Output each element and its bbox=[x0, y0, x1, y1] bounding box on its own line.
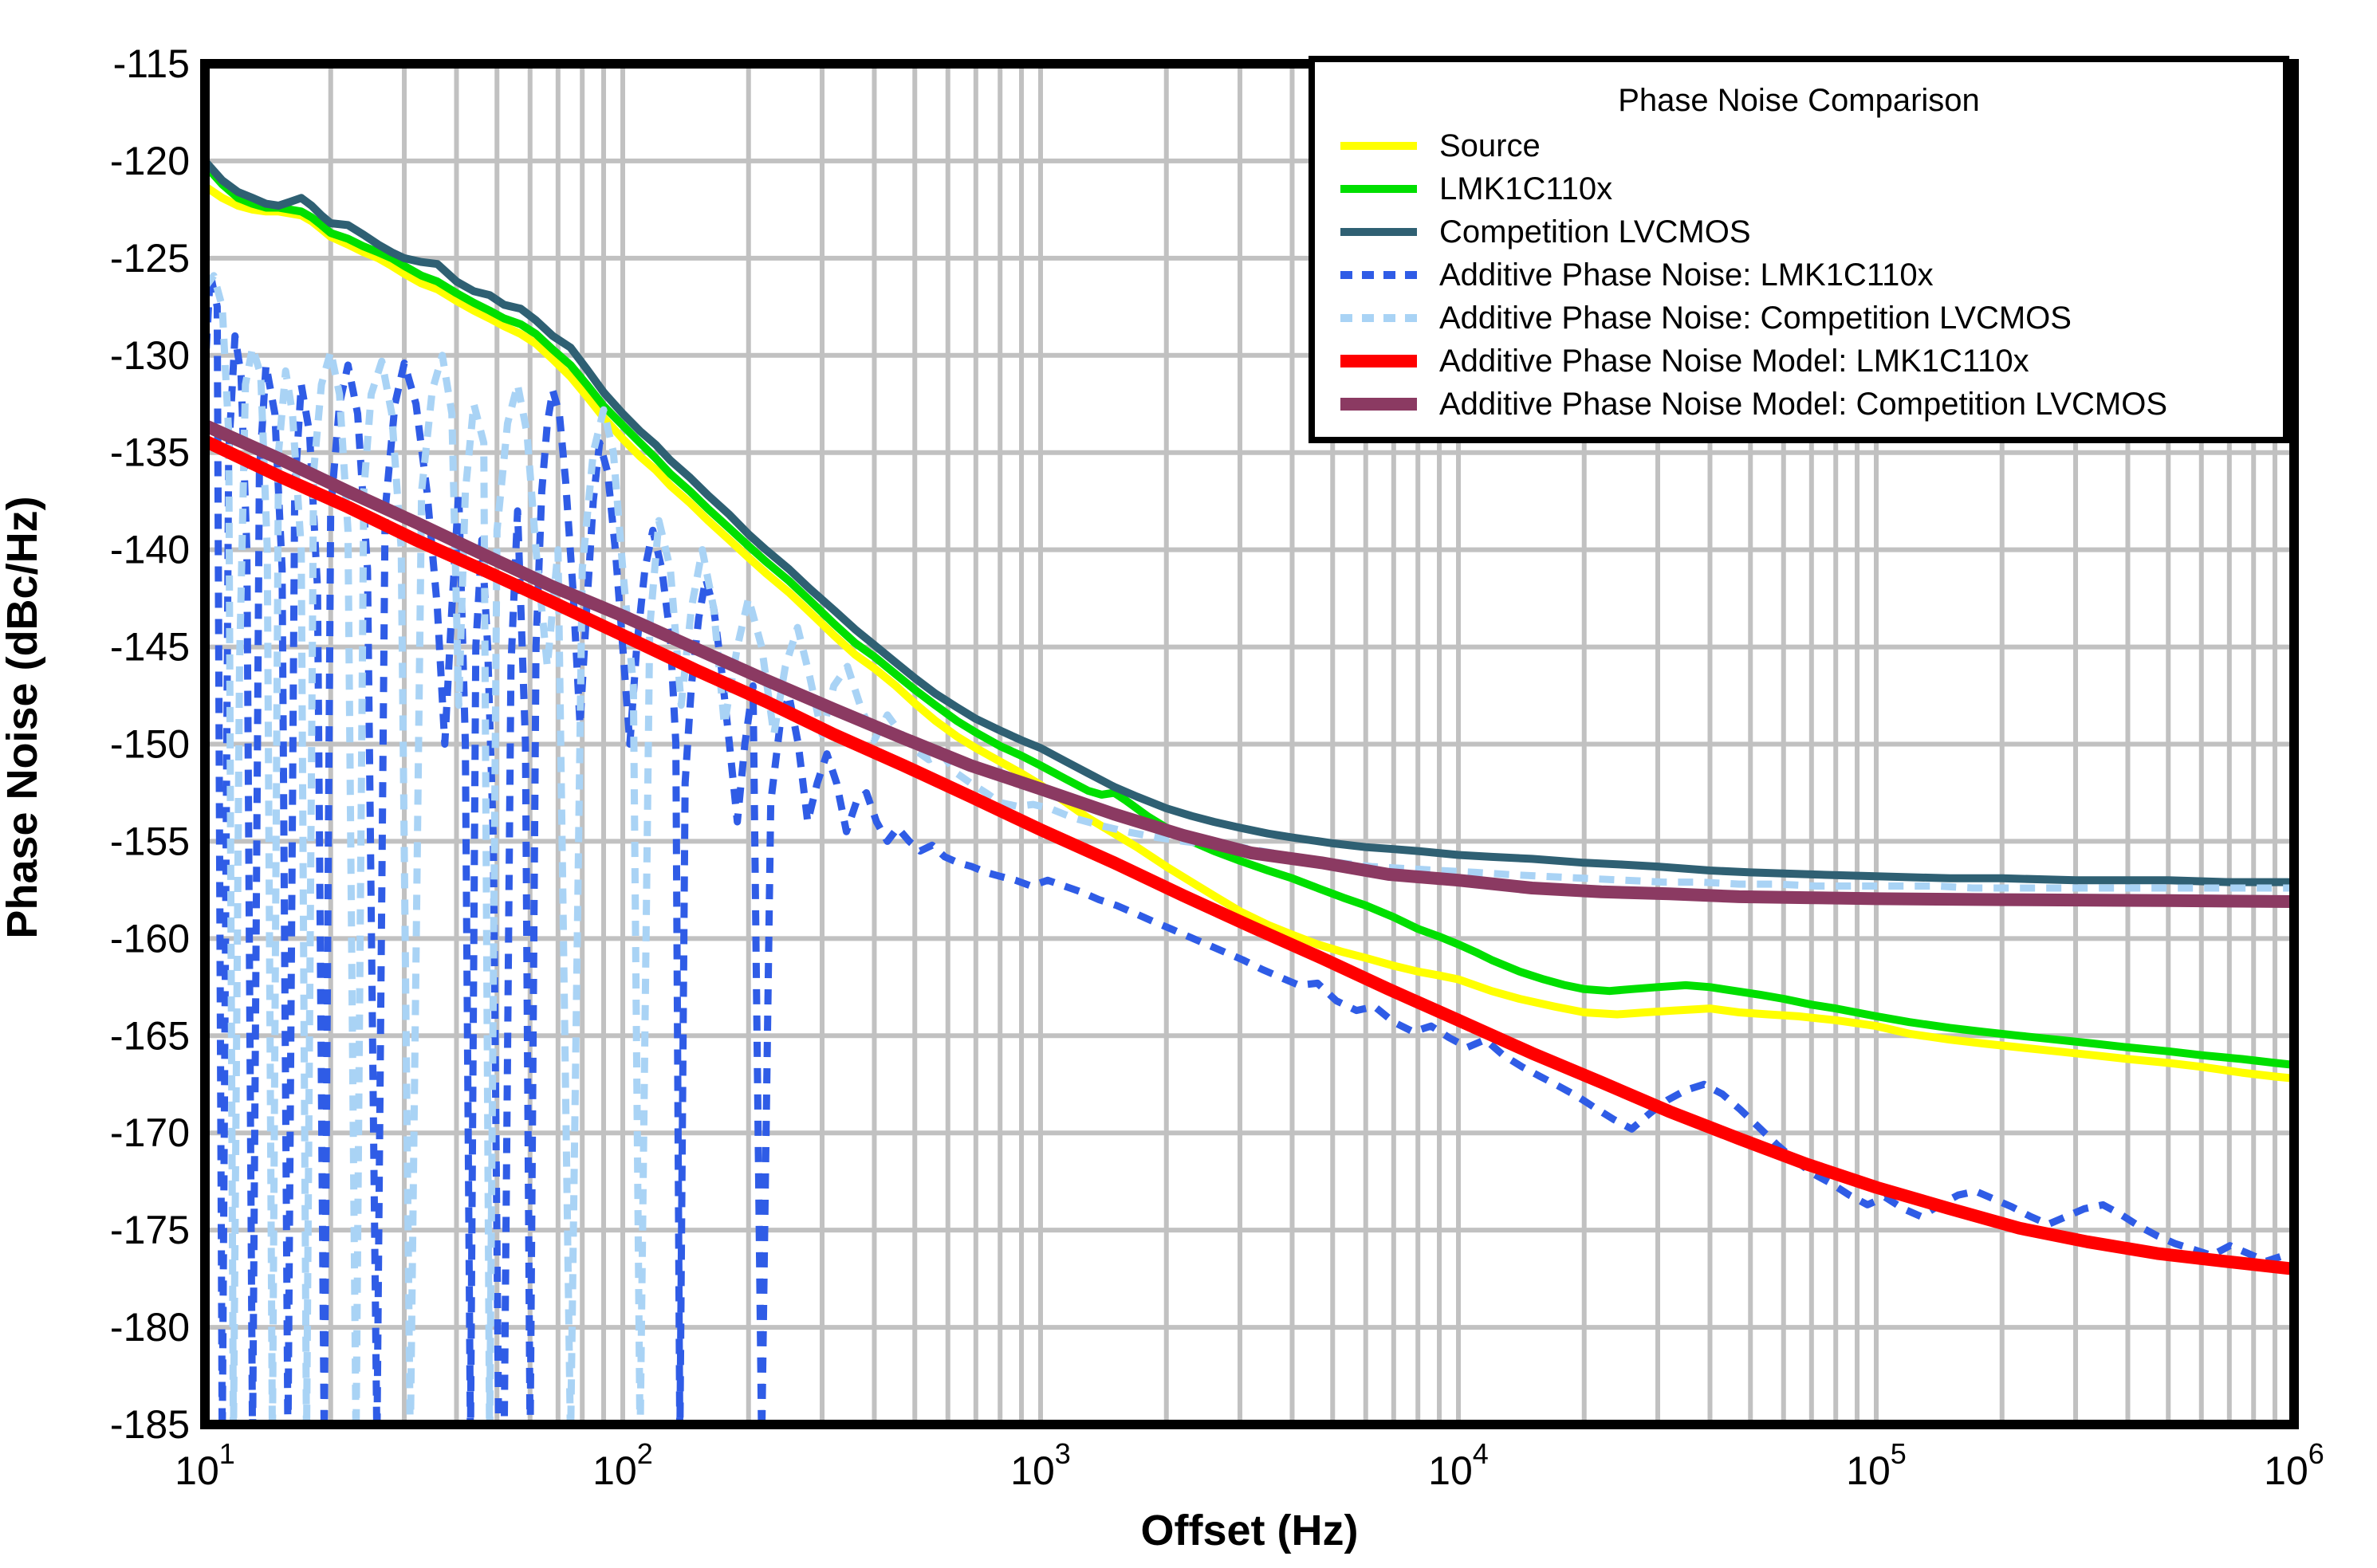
y-tick-label: -160 bbox=[110, 916, 190, 961]
legend-entry-source: Source bbox=[1315, 124, 2283, 167]
legend: Phase Noise Comparison Source LMK1C110x Co… bbox=[1309, 56, 2289, 443]
x-axis-title: Offset (Hz) bbox=[1141, 1507, 1359, 1554]
x-tick-label: 104 bbox=[1428, 1437, 1489, 1493]
y-tick-label: -120 bbox=[110, 139, 190, 183]
legend-entry-comp: Competition LVCMOS bbox=[1315, 210, 2283, 253]
y-tick-label: -185 bbox=[110, 1402, 190, 1447]
legend-entry-label: Competition LVCMOS bbox=[1439, 214, 1751, 250]
y-axis-title: Phase Noise (dBc/Hz) bbox=[0, 496, 46, 938]
legend-swatch-comp-line-icon bbox=[1340, 228, 1417, 236]
plot-frame bbox=[200, 59, 2299, 1429]
legend-entry-label: Source bbox=[1439, 128, 1541, 163]
x-tick-label: 101 bbox=[175, 1437, 235, 1493]
y-tick-label: -170 bbox=[110, 1110, 190, 1155]
legend-entry-model_comp: Additive Phase Noise Model: Competition … bbox=[1315, 383, 2283, 426]
y-tick-label: -165 bbox=[110, 1013, 190, 1058]
series-lmk-line bbox=[205, 162, 2294, 1069]
legend-entries: Source LMK1C110x Competition LVCMOS Additiv… bbox=[1315, 124, 2283, 426]
x-tick-label: 103 bbox=[1010, 1437, 1071, 1493]
series-source-line bbox=[205, 183, 2294, 1083]
legend-title: Phase Noise Comparison bbox=[1618, 83, 1980, 118]
legend-swatch-model_comp-line-icon bbox=[1340, 398, 1417, 411]
y-tick-label: -145 bbox=[110, 625, 190, 670]
legend-entry-label: Additive Phase Noise Model: Competition … bbox=[1439, 386, 2168, 422]
x-tick-label: 105 bbox=[1846, 1437, 1907, 1493]
legend-entry-model_lmk: Additive Phase Noise Model: LMK1C110x bbox=[1315, 340, 2283, 383]
legend-swatch-add_comp-dashed-line-icon bbox=[1340, 314, 1417, 322]
legend-swatch-model_lmk-line-icon bbox=[1340, 355, 1417, 367]
legend-entry-add_lmk: Additive Phase Noise: LMK1C110x bbox=[1315, 253, 2283, 297]
legend-swatch-source-line-icon bbox=[1340, 142, 1417, 150]
y-tick-label: -155 bbox=[110, 819, 190, 863]
legend-entry-label: Additive Phase Noise: Competition LVCMOS bbox=[1439, 300, 2072, 336]
legend-swatch-add_lmk-dashed-line-icon bbox=[1340, 271, 1417, 279]
y-tick-label: -135 bbox=[110, 430, 190, 475]
series-model_comp-line bbox=[205, 419, 2294, 908]
legend-swatch-lmk-line-icon bbox=[1340, 185, 1417, 193]
y-tick-label: -125 bbox=[110, 236, 190, 281]
y-tick-label: -140 bbox=[110, 528, 190, 572]
legend-entry-label: Additive Phase Noise: LMK1C110x bbox=[1439, 257, 1934, 293]
series-model_lmk-line bbox=[205, 434, 2294, 1275]
series-group bbox=[205, 158, 2294, 1425]
y-tick-label: -180 bbox=[110, 1305, 190, 1350]
legend-entry-add_comp: Additive Phase Noise: Competition LVCMOS bbox=[1315, 297, 2283, 340]
y-tick-label: -130 bbox=[110, 333, 190, 378]
y-tick-label: -150 bbox=[110, 722, 190, 767]
y-tick-label: -115 bbox=[113, 41, 190, 86]
series-comp-line bbox=[205, 158, 2294, 886]
legend-entry-label: Additive Phase Noise Model: LMK1C110x bbox=[1439, 343, 2029, 379]
legend-entry-lmk: LMK1C110x bbox=[1315, 167, 2283, 210]
y-tick-label: -175 bbox=[110, 1208, 190, 1252]
x-tick-label: 106 bbox=[2264, 1437, 2324, 1493]
x-tick-label: 102 bbox=[592, 1437, 653, 1493]
legend-entry-label: LMK1C110x bbox=[1439, 171, 1613, 206]
